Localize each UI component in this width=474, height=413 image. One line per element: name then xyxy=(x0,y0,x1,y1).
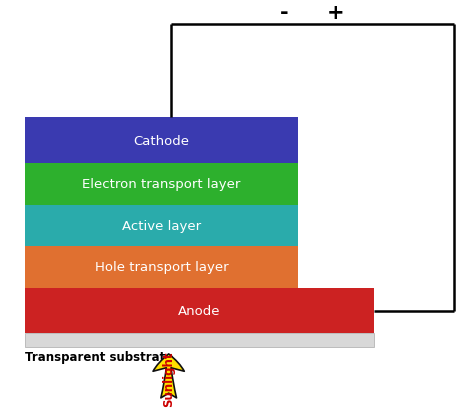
Text: Electron transport layer: Electron transport layer xyxy=(82,178,241,191)
Text: Hole transport layer: Hole transport layer xyxy=(95,261,228,274)
Text: Sunlight: Sunlight xyxy=(162,350,175,406)
Bar xyxy=(25,164,298,205)
Text: Anode: Anode xyxy=(178,304,220,317)
Text: Transparent substrate: Transparent substrate xyxy=(25,351,173,363)
Bar xyxy=(25,288,374,333)
Bar xyxy=(25,333,374,347)
Text: Cathode: Cathode xyxy=(134,134,190,147)
Bar xyxy=(25,118,298,164)
Bar xyxy=(25,205,298,247)
Text: +: + xyxy=(327,3,345,23)
Text: Active layer: Active layer xyxy=(122,219,201,232)
Text: -: - xyxy=(280,3,289,23)
Bar xyxy=(25,247,298,288)
